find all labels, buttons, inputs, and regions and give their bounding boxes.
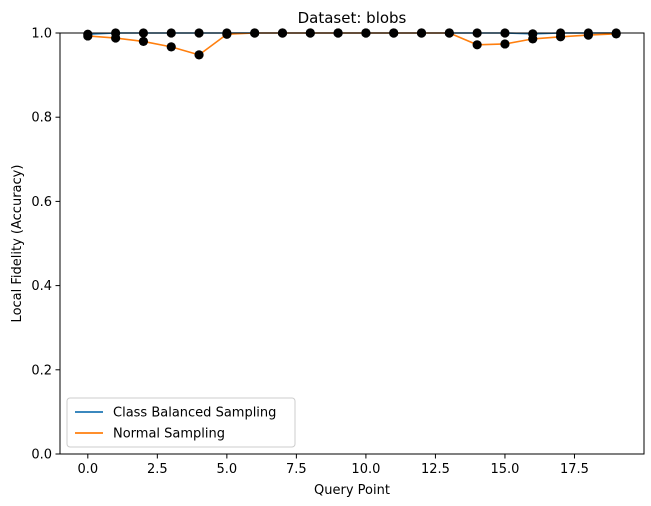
y-tick-label: 1.0 [31, 27, 52, 42]
x-tick-label: 7.5 [286, 462, 307, 477]
legend-label-0: Class Balanced Sampling [113, 406, 276, 421]
x-tick-label: 0.0 [77, 462, 98, 477]
y-tick-label: 0.6 [31, 195, 52, 210]
data-point-1-17 [555, 32, 566, 42]
data-point-1-16 [528, 34, 538, 44]
legend: Class Balanced Sampling Normal Sampling [66, 397, 296, 448]
y-tick-label: 0.8 [31, 111, 52, 126]
y-tick-label: 0.0 [31, 448, 52, 463]
axes-frame [59, 32, 645, 455]
y-tick-label: 0.4 [31, 279, 52, 294]
plot-area: 0.0 2.5 5.0 7.5 10.0 12.5 15.0 17.5 0.0 0.2 0.4 0.6… [31, 27, 645, 477]
data-point-1-18 [583, 30, 593, 40]
data-point-1-3 [166, 42, 176, 52]
data-point-1-5 [222, 29, 232, 39]
y-axis-label: Local Fidelity (Accuracy) [10, 165, 25, 323]
x-tick-label: 10.0 [351, 462, 380, 477]
data-point-1-4 [194, 50, 204, 60]
x-tick-label: 2.5 [147, 462, 168, 477]
data-point-1-14 [472, 40, 482, 50]
legend-label-1: Normal Sampling [113, 427, 225, 442]
data-point-1-0 [83, 31, 93, 41]
data-point-1-2 [138, 36, 149, 47]
x-axis-label: Query Point [314, 483, 390, 498]
legend-box [66, 397, 296, 448]
x-tick-label: 5.0 [217, 462, 238, 477]
data-point-1-1 [111, 33, 121, 43]
data-point-1-15 [500, 39, 510, 49]
data-point-1-19 [611, 29, 621, 39]
x-tick-label: 15.0 [490, 462, 519, 477]
x-tick-label: 17.5 [560, 462, 589, 477]
x-tick-label: 12.5 [421, 462, 450, 477]
y-tick-label: 0.2 [31, 363, 52, 378]
chart-title: Dataset: blobs [298, 9, 407, 27]
